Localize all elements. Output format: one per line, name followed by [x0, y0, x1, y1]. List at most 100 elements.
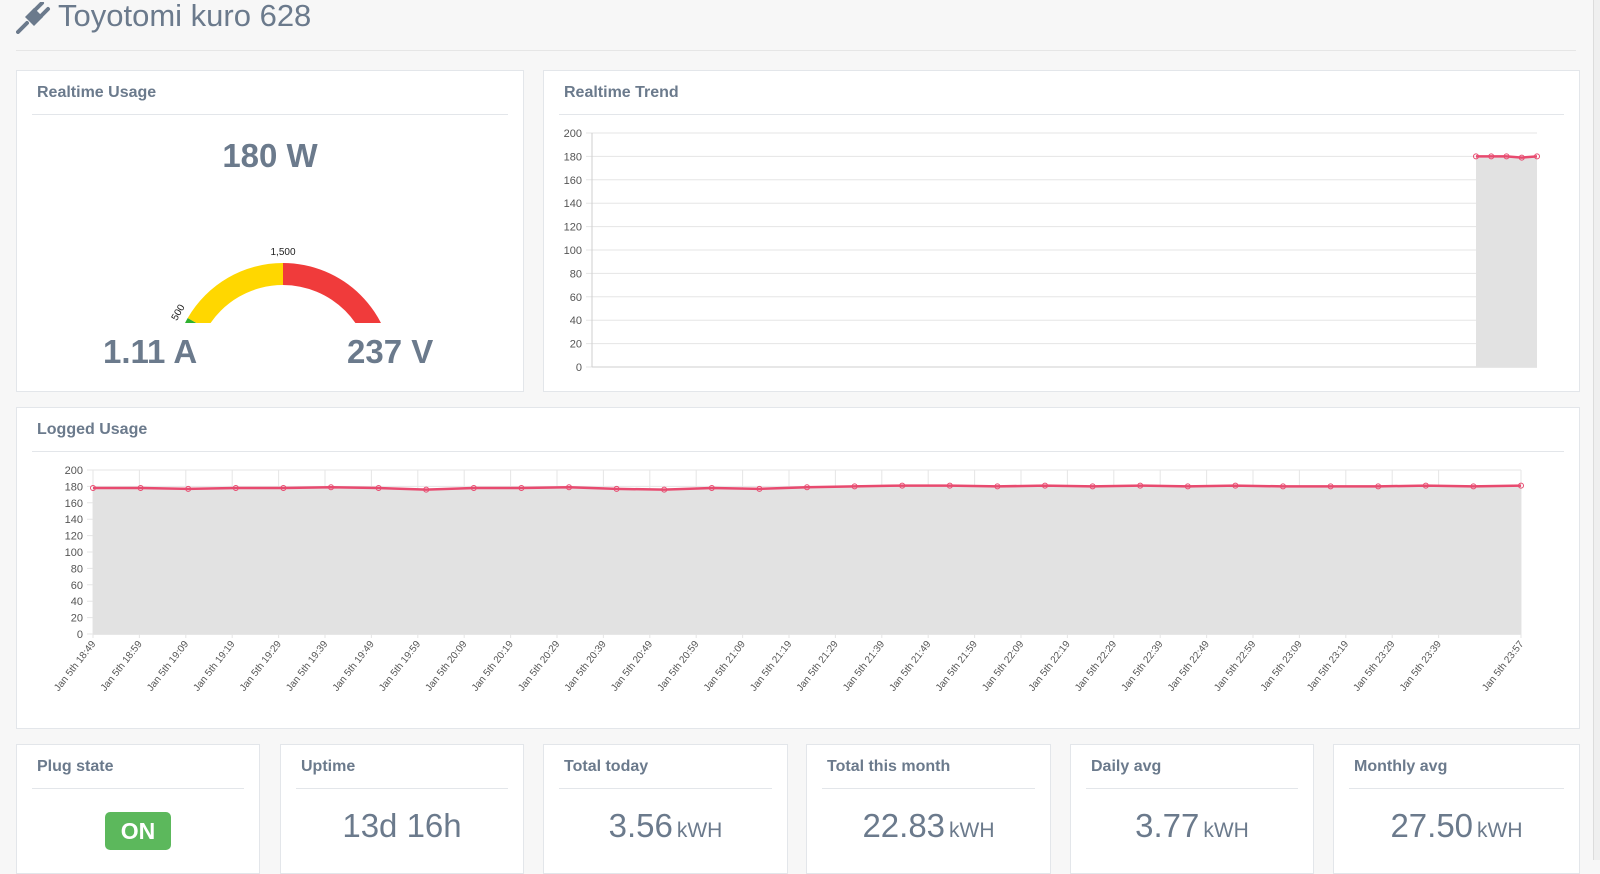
x-tick-label: Jan 5th 19:39 — [284, 639, 330, 694]
data-point — [566, 484, 572, 491]
uptime-panel: Uptime 13d 16h — [280, 744, 524, 874]
x-tick-label: Jan 5th 21:39 — [841, 639, 887, 694]
page-scrollbar[interactable] — [1593, 0, 1600, 860]
x-tick-label: Jan 5th 20:59 — [656, 639, 702, 694]
divider — [822, 788, 1035, 789]
y-tick-label: 180 — [65, 481, 83, 493]
data-point — [708, 485, 715, 492]
y-tick-label: 160 — [65, 498, 83, 510]
x-tick-label: Jan 5th 20:49 — [609, 639, 655, 694]
data-point — [137, 485, 144, 492]
panel-title: Logged Usage — [37, 421, 148, 438]
series-line — [1476, 155, 1538, 159]
y-tick-label: 60 — [570, 292, 582, 304]
y-tick-label: 140 — [65, 514, 83, 526]
data-point — [328, 484, 334, 491]
series-line — [93, 484, 1522, 491]
page-title: Toyotomi kuro 628 — [58, 0, 312, 33]
stat-number: 22.83 — [862, 807, 946, 844]
current-readout: 1.11 A — [103, 333, 198, 370]
gauge-band — [185, 318, 197, 323]
total-month-panel: Total this month 22.83 kWH — [806, 744, 1051, 874]
data-point — [1327, 483, 1334, 490]
data-point — [1518, 482, 1524, 489]
x-tick-label: Jan 5th 22:49 — [1166, 639, 1212, 694]
stat-unit: kWH — [1477, 819, 1523, 842]
data-point — [1280, 483, 1286, 490]
gauge-band — [283, 263, 381, 323]
plug-state-panel: Plug state ON — [16, 744, 260, 874]
monthly-avg-value: 27.50 kWH — [1334, 807, 1579, 845]
gauge-tick-label: 1,500 — [270, 247, 295, 258]
power-readout: 180 W — [222, 137, 318, 174]
stat-number: 3.56 — [608, 807, 673, 844]
x-tick-label: Jan 5th 23:29 — [1352, 639, 1398, 694]
x-tick-label: Jan 5th 22:29 — [1073, 639, 1119, 694]
x-tick-label: Jan 5th 19:29 — [238, 639, 284, 694]
plug-state-toggle[interactable]: ON — [105, 812, 171, 850]
data-point — [899, 482, 906, 489]
data-point — [1137, 482, 1144, 489]
data-point — [946, 482, 953, 489]
x-tick-label: Jan 5th 22:19 — [1027, 639, 1073, 694]
x-tick-label: Jan 5th 22:59 — [1212, 639, 1258, 694]
y-tick-label: 120 — [65, 531, 83, 543]
y-tick-label: 0 — [77, 629, 83, 641]
total-today-panel: Total today 3.56 kWH — [543, 744, 788, 874]
y-tick-label: 40 — [71, 596, 83, 608]
stat-unit: kWH — [949, 819, 995, 842]
divider — [1349, 788, 1564, 789]
y-tick-label: 100 — [564, 245, 582, 257]
logged-usage-panel: Logged Usage 200 180 160 140 120 100 80 60 40 20 0… — [16, 407, 1580, 729]
data-point — [232, 485, 239, 492]
y-tick-label: 60 — [71, 580, 83, 592]
y-tick-label: 200 — [564, 128, 582, 140]
y-tick-label: 140 — [564, 198, 582, 210]
x-tick-label: Jan 5th 18:49 — [52, 639, 98, 694]
panel-title: Monthly avg — [1354, 758, 1448, 775]
data-point — [994, 483, 1001, 490]
divider — [32, 451, 1564, 452]
x-tick-label: Jan 5th 21:29 — [795, 639, 841, 694]
x-tick-label: Jan 5th 23:19 — [1305, 639, 1351, 694]
stat-number: 27.50 — [1390, 807, 1474, 844]
x-tick-label: Jan 5th 22:39 — [1120, 639, 1166, 694]
divider — [1086, 788, 1298, 789]
gauge-band — [187, 263, 283, 323]
y-tick-label: 80 — [570, 268, 582, 280]
stat-number: 13d 16h — [342, 807, 462, 844]
y-tick-label: 0 — [576, 362, 582, 374]
x-tick-label: Jan 5th 19:59 — [377, 639, 423, 694]
data-point — [1473, 153, 1479, 160]
y-tick-label: 120 — [564, 222, 582, 234]
x-tick-label: Jan 5th 21:19 — [748, 639, 794, 694]
data-point — [1534, 153, 1540, 160]
y-tick-label: 40 — [570, 315, 582, 327]
x-tick-label: Jan 5th 21:09 — [702, 639, 748, 694]
data-point — [1470, 483, 1477, 490]
x-tick-label: Jan 5th 20:19 — [470, 639, 516, 694]
y-tick-label: 20 — [71, 613, 83, 625]
data-point — [1042, 482, 1048, 489]
data-point — [1232, 482, 1239, 489]
series-area — [93, 485, 1521, 634]
divider — [296, 788, 508, 789]
x-tick-label: Jan 5th 21:49 — [888, 639, 934, 694]
panel-title: Realtime Usage — [37, 84, 157, 101]
data-point — [851, 483, 858, 490]
x-tick-label: Jan 5th 19:09 — [145, 639, 191, 694]
y-tick-label: 160 — [564, 175, 582, 187]
series-area — [1476, 156, 1537, 367]
y-tick-label: 200 — [65, 465, 83, 477]
x-tick-label: Jan 5th 20:09 — [424, 639, 470, 694]
data-point — [185, 485, 192, 492]
data-point — [1184, 483, 1191, 490]
data-point — [661, 486, 668, 493]
panel-title: Total this month — [827, 758, 951, 775]
y-tick-label: 80 — [71, 563, 83, 575]
stat-number: 3.77 — [1135, 807, 1200, 844]
